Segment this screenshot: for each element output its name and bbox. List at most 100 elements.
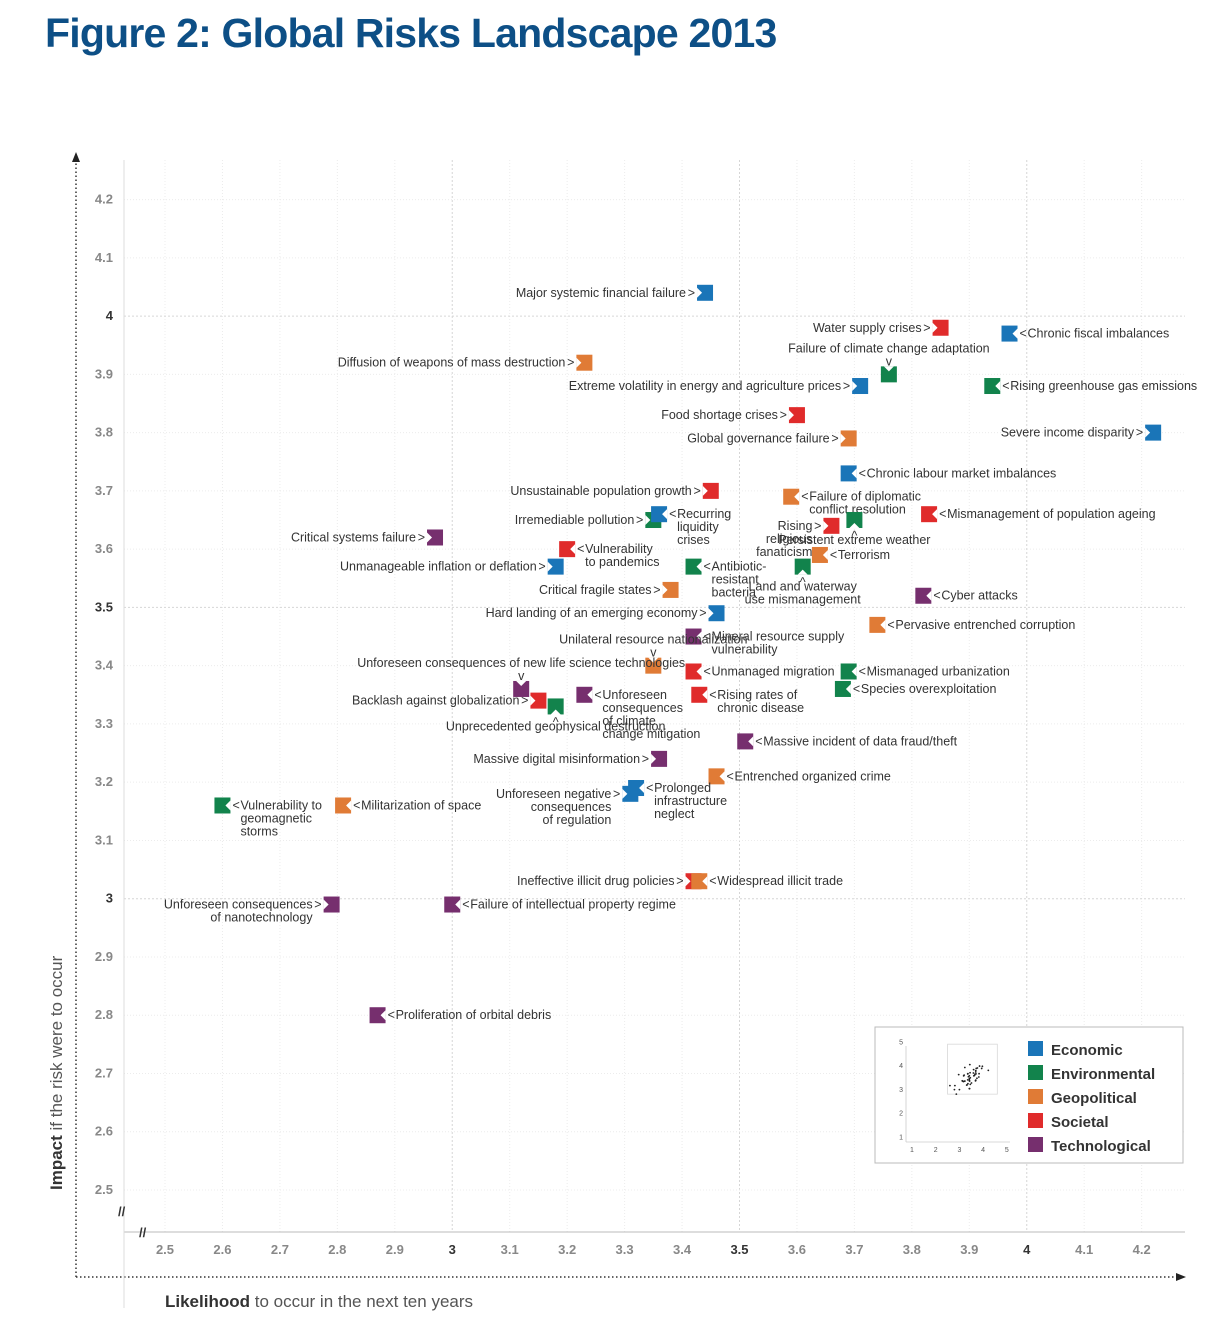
- marker-notch: [380, 1010, 386, 1021]
- label-pointer: <: [859, 466, 866, 480]
- legend-swatch: [1028, 1065, 1043, 1080]
- inset-point: [968, 1077, 971, 1080]
- risk-point: < Unmanaged migration: [685, 663, 835, 680]
- risk-marker: [335, 797, 352, 814]
- risk-label: conflict resolution: [809, 503, 906, 517]
- marker-notch: [645, 515, 651, 526]
- risk-marker: [628, 780, 645, 797]
- label-pointer: <: [704, 560, 711, 574]
- risk-label: Critical systems failure: [291, 530, 416, 544]
- risk-marker: [702, 482, 719, 499]
- risk-label: Massive incident of data fraud/theft: [763, 734, 957, 748]
- x-tick-label: 3: [449, 1242, 456, 1257]
- risk-label: Mismanagement of population ageing: [947, 507, 1156, 521]
- y-axis-title: Impact if the risk were to occur: [47, 955, 66, 1190]
- marker-notch: [696, 631, 702, 642]
- risk-label: Antibiotic-: [712, 560, 767, 574]
- risk-label: Irremediable pollution: [515, 513, 635, 527]
- inset-y-tick-label: 2: [899, 1111, 903, 1118]
- risk-label: liquidity: [677, 520, 719, 534]
- risk-point: >Massive digital misinformation: [473, 750, 668, 767]
- x-tick-label: 3.7: [845, 1242, 863, 1257]
- grid: [124, 160, 1185, 1232]
- label-pointer: >: [642, 752, 649, 766]
- inset-x-tick-label: 3: [957, 1147, 961, 1154]
- risk-label: consequences: [602, 701, 683, 715]
- inset-point: [970, 1082, 973, 1084]
- x-axis-break: //: [139, 1225, 147, 1240]
- risk-label: Pervasive entrenched corruption: [895, 618, 1075, 632]
- label-pointer: v: [886, 354, 893, 368]
- inset-point: [972, 1074, 975, 1077]
- legend-swatch: [1028, 1041, 1043, 1056]
- inset-point: [977, 1076, 980, 1078]
- risk-point: < Massive incident of data fraud/theft: [737, 733, 958, 750]
- label-pointer: >: [636, 513, 643, 527]
- label-pointer: >: [923, 321, 930, 335]
- risk-marker: [846, 512, 863, 529]
- risk-marker: [840, 465, 857, 482]
- inset-point: [949, 1084, 951, 1087]
- inset-point: [968, 1087, 971, 1090]
- y-tick-label: 3.1: [95, 832, 113, 847]
- legend-swatch: [1028, 1113, 1043, 1128]
- label-pointer: <: [462, 898, 469, 912]
- risk-label: Prolonged: [654, 781, 711, 795]
- risk-point: < Chronic fiscal imbalances: [1001, 325, 1169, 342]
- label-pointer: <: [939, 507, 946, 521]
- label-pointer: <: [887, 618, 894, 632]
- risk-marker: [323, 896, 340, 913]
- risk-label: Rising: [778, 519, 813, 533]
- marker-notch: [576, 357, 582, 368]
- marker-notch: [748, 736, 754, 747]
- risk-label: geomagnetic: [240, 811, 312, 825]
- label-pointer: >: [831, 431, 838, 445]
- risk-marker: [697, 284, 714, 301]
- label-pointer: <: [801, 490, 808, 504]
- risk-marker: [576, 686, 593, 703]
- risk-label: resistant: [712, 573, 760, 587]
- inset-point: [968, 1063, 971, 1066]
- label-pointer: v: [650, 646, 657, 660]
- risk-point: >Major systemic financial failure: [516, 284, 714, 301]
- risk-marker: [691, 873, 708, 890]
- risk-point: >Ineffective illicit drug policies: [517, 873, 702, 890]
- risk-point: < Species overexploitation: [834, 680, 996, 697]
- risk-label: storms: [240, 824, 278, 838]
- label-pointer: <: [709, 688, 716, 702]
- label-pointer: <: [577, 542, 584, 556]
- risk-marker: [513, 680, 530, 697]
- marker-notch: [708, 608, 714, 619]
- x-tick-label: 2.7: [271, 1242, 289, 1257]
- risk-label: Militarization of space: [361, 798, 481, 812]
- risk-marker: [427, 529, 444, 546]
- y-tick-label: 3.8: [95, 425, 113, 440]
- marker-notch: [225, 800, 231, 811]
- risk-label: neglect: [654, 807, 695, 821]
- legend-items: Economic Environmental Geopolitical Societa…: [1028, 1041, 1155, 1155]
- label-pointer: <: [709, 874, 716, 888]
- risk-label: Unilateral resource nationalization: [559, 633, 747, 647]
- marker-notch: [550, 709, 561, 715]
- risk-point: >Water supply crises: [813, 319, 949, 336]
- risk-label: Proliferation of orbital debris: [396, 1008, 552, 1022]
- risk-marker: [651, 750, 668, 767]
- inset-point: [974, 1071, 977, 1073]
- risk-points: >Major systemic financial failure >Water …: [164, 284, 1197, 1024]
- legend-inset-mini-chart: 1 2 3 4 5 1 2 3 4 5: [899, 1039, 1010, 1154]
- marker-notch: [932, 509, 938, 520]
- inset-x-tick-label: 5: [1005, 1147, 1009, 1154]
- y-tick-label: 3.2: [95, 774, 113, 789]
- inset-point: [968, 1080, 971, 1082]
- risk-label: of nanotechnology: [210, 911, 313, 925]
- risk-label: Unforeseen: [602, 688, 667, 702]
- label-pointer: <: [853, 682, 860, 696]
- marker-notch: [639, 783, 645, 794]
- label-pointer: <: [353, 798, 360, 812]
- risk-label: Severe income disparity: [1001, 426, 1135, 440]
- risk-marker: [369, 1007, 386, 1024]
- label-pointer: >: [843, 379, 850, 393]
